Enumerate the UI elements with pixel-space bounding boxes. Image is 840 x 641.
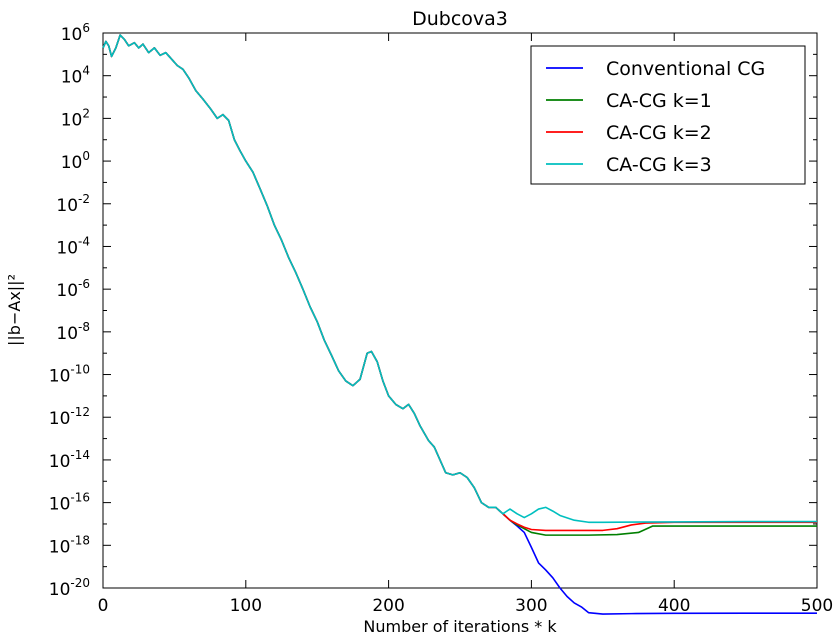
y-tick-label: 10-6 <box>56 277 90 301</box>
x-tick-label: 400 <box>658 596 690 616</box>
y-tick-label: 10-4 <box>56 234 90 258</box>
y-axis-label: ||b−Ax||² <box>5 274 24 346</box>
y-tick-base: 10 <box>49 495 71 515</box>
y-tick-label: 10-16 <box>49 491 90 515</box>
chart-title: Dubcova3 <box>412 8 508 30</box>
y-tick-exponent: -12 <box>70 405 90 419</box>
y-tick-label: 10-14 <box>49 448 90 472</box>
y-tick-label: 106 <box>61 21 90 45</box>
y-tick-exponent: -2 <box>78 192 90 206</box>
x-tick-label: 100 <box>230 596 262 616</box>
y-tick-label: 10-18 <box>49 533 90 557</box>
series-layer <box>102 34 817 615</box>
y-tick-exponent: -20 <box>70 576 90 590</box>
y-tick-base: 10 <box>49 537 71 557</box>
x-tick-label: 200 <box>372 596 404 616</box>
x-tick-label: 300 <box>515 596 547 616</box>
y-tick-label: 102 <box>61 106 90 130</box>
y-tick-exponent: -6 <box>78 277 90 291</box>
y-tick-base: 10 <box>56 238 78 258</box>
y-tick-label: 10-2 <box>56 192 90 216</box>
y-tick-label: 100 <box>61 149 90 173</box>
legend-box <box>530 45 806 185</box>
y-tick-base: 10 <box>49 409 71 429</box>
y-tick-exponent: 0 <box>82 149 90 163</box>
y-ticks: 10610410210010-210-410-610-810-1010-1210… <box>49 21 817 600</box>
y-tick-exponent: -14 <box>70 448 90 462</box>
y-tick-label: 10-10 <box>49 363 90 387</box>
y-tick-base: 10 <box>61 153 83 173</box>
x-ticks: 0 100 200 300 400 500 <box>98 33 833 616</box>
y-tick-base: 10 <box>49 580 71 600</box>
y-tick-exponent: 6 <box>82 21 90 35</box>
y-tick-exponent: 4 <box>82 64 90 78</box>
y-tick-label: 10-12 <box>49 405 90 429</box>
y-tick-base: 10 <box>56 324 78 344</box>
y-tick-exponent: -4 <box>78 234 90 248</box>
legend-label-2: CA-CG k=1 <box>606 90 712 112</box>
x-axis-label: Number of iterations * k <box>363 617 557 636</box>
y-tick-base: 10 <box>61 25 83 45</box>
y-tick-base: 10 <box>56 281 78 301</box>
y-tick-base: 10 <box>49 367 71 387</box>
y-tick-base: 10 <box>61 110 83 130</box>
legend-label-3: CA-CG k=2 <box>606 122 712 144</box>
y-tick-base: 10 <box>61 68 83 88</box>
series-line-4 <box>102 34 817 524</box>
y-tick-exponent: -16 <box>70 491 90 505</box>
y-tick-base: 10 <box>56 196 78 216</box>
y-tick-label: 10-8 <box>56 320 90 344</box>
y-tick-exponent: -8 <box>78 320 90 334</box>
legend: Conventional CG CA-CG k=1 CA-CG k=2 CA-CG k… <box>530 45 806 185</box>
legend-label-1: Conventional CG <box>606 58 765 80</box>
y-tick-base: 10 <box>49 452 71 472</box>
y-tick-exponent: 2 <box>82 106 90 120</box>
y-tick-exponent: -18 <box>70 533 90 547</box>
y-tick-label: 104 <box>61 64 90 88</box>
y-tick-exponent: -10 <box>70 363 90 377</box>
x-tick-label: 500 <box>801 596 833 616</box>
legend-label-4: CA-CG k=3 <box>606 154 712 176</box>
x-tick-label: 0 <box>98 596 109 616</box>
y-tick-label: 10-20 <box>49 576 90 600</box>
